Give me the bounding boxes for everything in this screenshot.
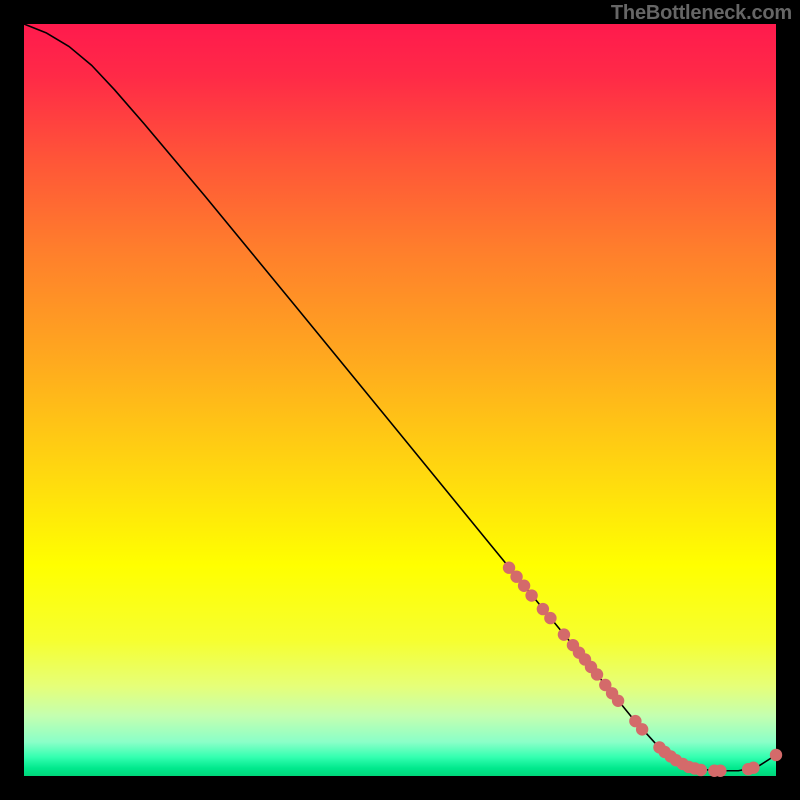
data-marker	[636, 723, 648, 735]
data-marker	[695, 764, 707, 776]
data-marker	[770, 749, 782, 761]
data-marker	[544, 612, 556, 624]
plot-background-gradient	[24, 24, 776, 776]
data-marker	[558, 628, 570, 640]
data-marker	[591, 668, 603, 680]
data-marker	[714, 765, 726, 777]
data-marker	[612, 695, 624, 707]
data-marker	[747, 762, 759, 774]
bottleneck-chart	[0, 0, 800, 800]
data-marker	[525, 589, 537, 601]
attribution-text: TheBottleneck.com	[611, 2, 792, 25]
data-marker	[518, 580, 530, 592]
